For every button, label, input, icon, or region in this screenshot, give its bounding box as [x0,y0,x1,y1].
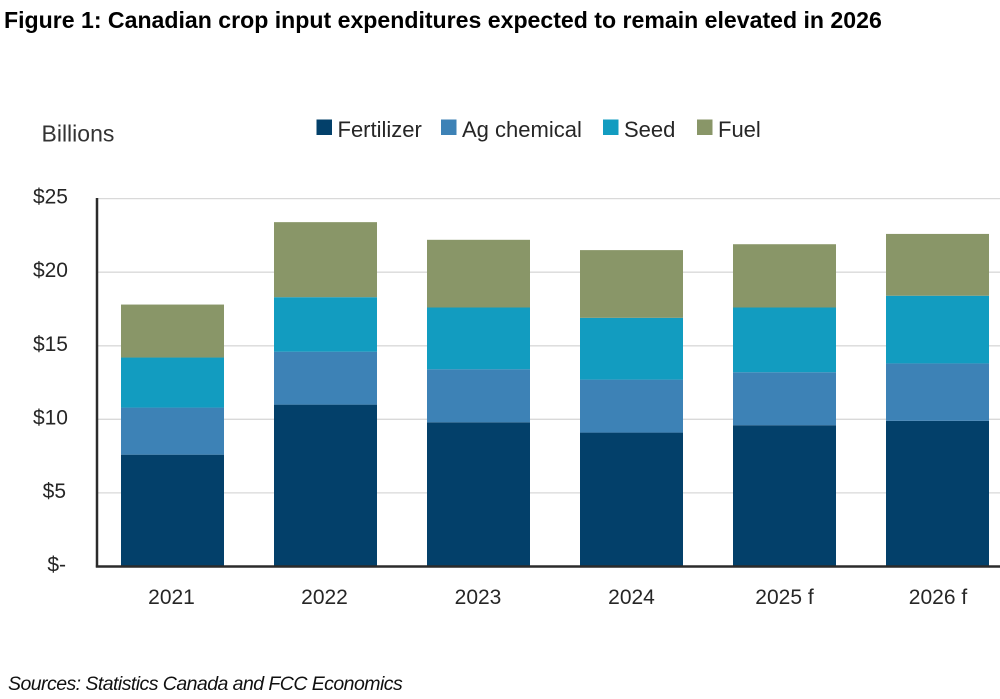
svg-text:2022: 2022 [301,586,348,609]
svg-text:Fuel: Fuel [718,117,761,142]
svg-text:2023: 2023 [455,586,502,609]
svg-text:Ag chemical: Ag chemical [462,117,582,142]
svg-text:2026 f: 2026 f [909,586,968,609]
svg-text:Figure 1: Canadian crop input: Figure 1: Canadian crop input expenditur… [4,7,882,33]
svg-text:2024: 2024 [608,586,655,609]
svg-text:$15: $15 [33,333,68,356]
svg-text:$5: $5 [43,480,66,503]
svg-text:Billions: Billions [42,121,115,147]
svg-text:$25: $25 [33,186,68,209]
svg-text:$20: $20 [33,259,68,282]
svg-text:2021: 2021 [148,586,195,609]
svg-text:$10: $10 [33,406,68,429]
svg-text:Sources: Statistics Canada and: Sources: Statistics Canada and FCC Econo… [8,673,403,695]
svg-text:Fertilizer: Fertilizer [338,117,422,142]
svg-text:Seed: Seed [624,117,675,142]
svg-text:2025 f: 2025 f [755,586,814,609]
svg-text:$-: $- [47,554,66,577]
